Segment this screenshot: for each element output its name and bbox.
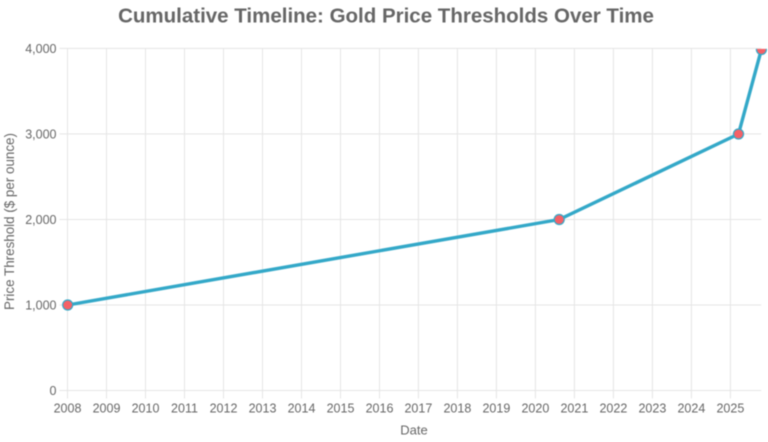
svg-text:2010: 2010 bbox=[132, 402, 160, 416]
svg-text:2009: 2009 bbox=[93, 402, 121, 416]
svg-text:2014: 2014 bbox=[288, 402, 316, 416]
svg-text:Price Threshold ($ per ounce): Price Threshold ($ per ounce) bbox=[2, 133, 17, 310]
svg-text:Date: Date bbox=[400, 423, 427, 438]
svg-text:2013: 2013 bbox=[249, 402, 277, 416]
svg-text:2018: 2018 bbox=[443, 402, 471, 416]
svg-text:2020: 2020 bbox=[521, 402, 549, 416]
svg-text:2016: 2016 bbox=[366, 402, 394, 416]
svg-text:2019: 2019 bbox=[482, 402, 510, 416]
svg-text:2022: 2022 bbox=[599, 402, 627, 416]
svg-text:2011: 2011 bbox=[171, 402, 198, 416]
svg-text:2,000: 2,000 bbox=[25, 213, 56, 227]
svg-text:2015: 2015 bbox=[327, 402, 355, 416]
svg-text:4,000: 4,000 bbox=[25, 42, 56, 56]
svg-text:2008: 2008 bbox=[54, 402, 82, 416]
svg-text:2017: 2017 bbox=[404, 402, 432, 416]
svg-text:2021: 2021 bbox=[560, 402, 588, 416]
svg-text:2023: 2023 bbox=[638, 402, 666, 416]
svg-text:2012: 2012 bbox=[210, 402, 238, 416]
svg-text:2025: 2025 bbox=[716, 402, 744, 416]
svg-text:3,000: 3,000 bbox=[25, 127, 56, 141]
svg-text:1,000: 1,000 bbox=[25, 298, 56, 312]
svg-text:2024: 2024 bbox=[677, 402, 705, 416]
svg-text:0: 0 bbox=[50, 384, 57, 398]
svg-text:Cumulative Timeline: Gold Pric: Cumulative Timeline: Gold Price Threshol… bbox=[118, 5, 654, 28]
